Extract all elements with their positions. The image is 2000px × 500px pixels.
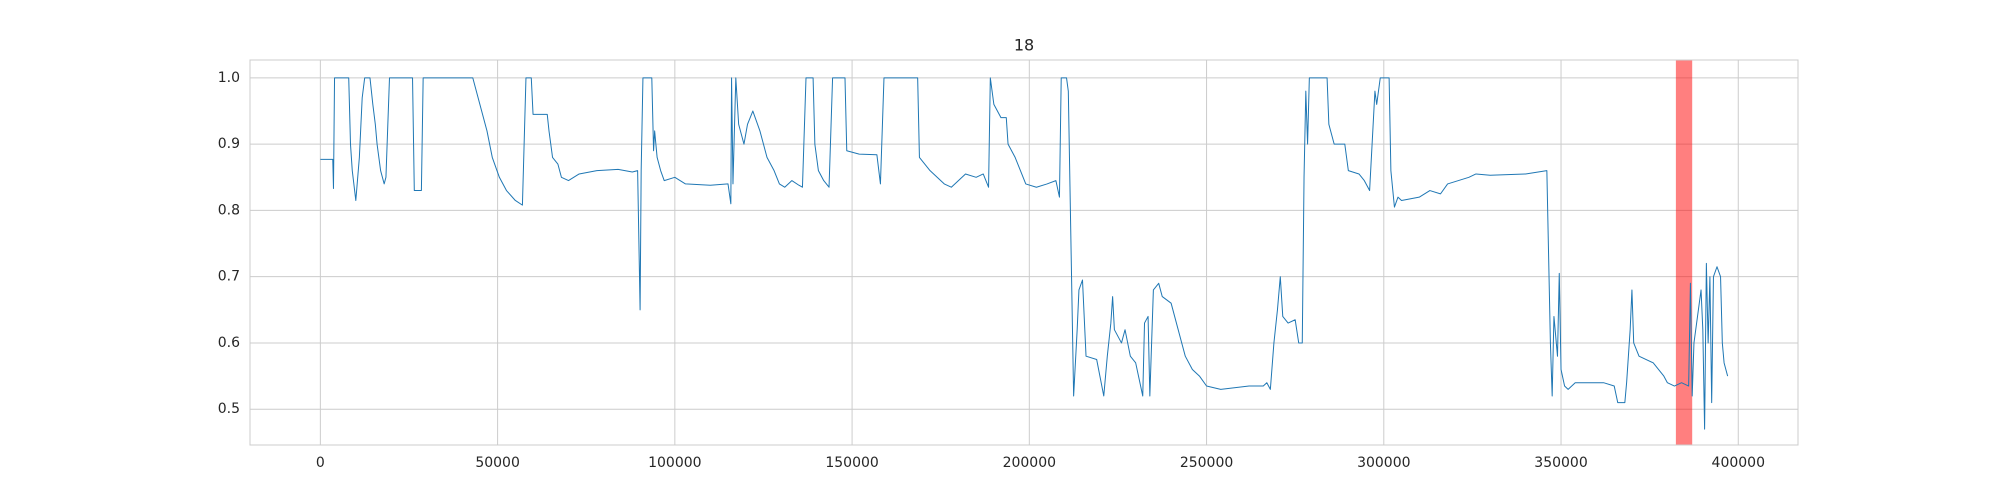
- highlight-span: [1675, 60, 1693, 445]
- y-tick-label: 0.6: [218, 335, 240, 351]
- data-line: [320, 77, 1729, 430]
- x-tick-label: 300000: [1357, 455, 1410, 471]
- plot-frame: [249, 59, 1799, 446]
- x-tick-label: 0: [316, 455, 325, 471]
- y-tick-label: 1.0: [218, 70, 240, 86]
- x-tick-label: 400000: [1712, 455, 1765, 471]
- x-tick-label: 100000: [648, 455, 701, 471]
- x-tick-label: 200000: [1003, 455, 1056, 471]
- chart-title: 18: [1014, 36, 1034, 55]
- x-tick-label: 50000: [475, 455, 520, 471]
- x-tick-label: 150000: [825, 455, 878, 471]
- y-tick-label: 0.5: [218, 401, 240, 417]
- y-tick-label: 0.7: [218, 269, 240, 285]
- x-tick-label: 350000: [1534, 455, 1587, 471]
- x-tick-label: 250000: [1180, 455, 1233, 471]
- y-tick-label: 0.9: [218, 136, 240, 152]
- y-tick-label: 0.8: [218, 202, 240, 218]
